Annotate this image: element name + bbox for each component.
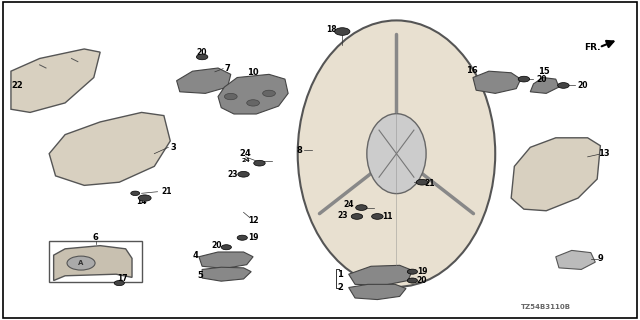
Text: 20: 20: [536, 75, 547, 84]
Text: 12: 12: [248, 216, 259, 225]
Text: 10: 10: [247, 68, 259, 77]
Polygon shape: [218, 74, 288, 114]
Circle shape: [138, 195, 151, 201]
Text: 19: 19: [248, 233, 259, 242]
Circle shape: [225, 93, 237, 100]
Circle shape: [253, 160, 265, 166]
Circle shape: [238, 172, 249, 177]
Text: 20: 20: [197, 48, 207, 57]
Circle shape: [196, 54, 208, 60]
Polygon shape: [556, 251, 595, 269]
Ellipse shape: [367, 114, 426, 194]
Polygon shape: [11, 49, 100, 112]
Text: 16: 16: [466, 66, 477, 75]
Text: 14: 14: [136, 197, 147, 206]
Text: 3: 3: [171, 143, 176, 152]
Text: 20: 20: [211, 241, 222, 250]
Text: 20: 20: [417, 276, 428, 285]
Polygon shape: [54, 246, 132, 281]
Polygon shape: [199, 252, 253, 268]
Text: 22: 22: [12, 81, 23, 90]
Text: 17: 17: [117, 275, 128, 284]
Text: 6: 6: [93, 233, 99, 242]
Text: 1: 1: [337, 270, 343, 279]
Polygon shape: [177, 68, 231, 93]
Circle shape: [518, 76, 530, 82]
Polygon shape: [531, 77, 559, 93]
Circle shape: [356, 205, 367, 211]
Polygon shape: [202, 267, 251, 281]
Text: 18: 18: [326, 25, 337, 34]
Circle shape: [114, 281, 124, 286]
Ellipse shape: [298, 20, 495, 287]
Text: 5: 5: [197, 271, 203, 280]
Circle shape: [416, 179, 428, 185]
Circle shape: [372, 214, 383, 219]
Polygon shape: [473, 71, 521, 93]
Polygon shape: [49, 112, 170, 185]
Circle shape: [335, 28, 350, 35]
Text: 4: 4: [193, 251, 198, 260]
Circle shape: [246, 100, 259, 106]
Text: FR.: FR.: [584, 43, 600, 52]
Polygon shape: [349, 284, 406, 300]
Text: 2: 2: [337, 283, 343, 292]
Text: 24: 24: [239, 149, 252, 158]
Text: 13: 13: [598, 149, 609, 158]
Circle shape: [67, 256, 95, 270]
Circle shape: [262, 90, 275, 97]
Text: 20: 20: [577, 81, 588, 90]
Text: TZ54B3110B: TZ54B3110B: [521, 304, 572, 309]
Text: 23: 23: [227, 170, 238, 179]
Text: 11: 11: [381, 212, 392, 221]
Text: 8: 8: [297, 146, 303, 155]
Circle shape: [221, 245, 232, 250]
Text: 15: 15: [538, 67, 550, 76]
Circle shape: [237, 235, 247, 240]
Circle shape: [407, 278, 417, 283]
Text: 19: 19: [417, 267, 428, 276]
Text: 23: 23: [338, 211, 348, 220]
Circle shape: [557, 83, 569, 88]
Circle shape: [131, 191, 140, 196]
Text: A: A: [78, 260, 84, 266]
Text: 9: 9: [598, 254, 604, 263]
Text: 21: 21: [424, 179, 435, 188]
Polygon shape: [511, 138, 600, 211]
Text: 7: 7: [225, 63, 230, 73]
Text: 21: 21: [162, 187, 172, 196]
Circle shape: [407, 269, 417, 274]
Text: 24: 24: [344, 200, 354, 209]
Text: 24: 24: [241, 158, 250, 164]
Circle shape: [351, 214, 363, 219]
Polygon shape: [349, 265, 412, 285]
